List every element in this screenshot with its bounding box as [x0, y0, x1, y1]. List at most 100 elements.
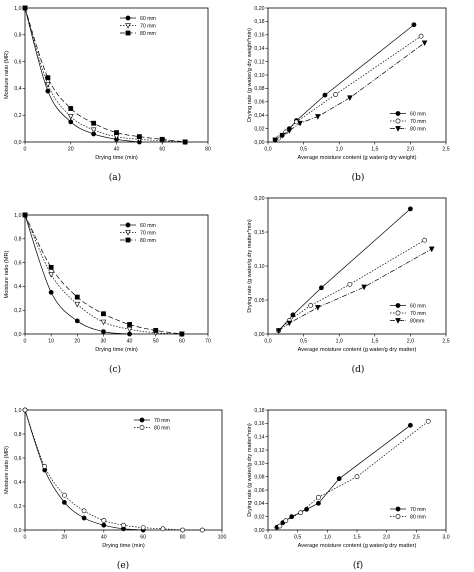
- data-point: [418, 33, 424, 39]
- data-point: [62, 499, 67, 505]
- data-point: [318, 285, 324, 291]
- x-tick-label: 0: [24, 535, 27, 541]
- y-tick-label: 0,20: [254, 6, 264, 12]
- data-point: [298, 510, 304, 516]
- y-tick-label: 0,18: [254, 19, 264, 25]
- y-tick-label: 0,8: [14, 237, 21, 243]
- y-tick-label: 0,4: [14, 86, 21, 92]
- x-tick-label: 70: [205, 339, 211, 345]
- legend-label: 80 mm: [140, 31, 156, 37]
- x-tick-label: 100: [218, 535, 227, 541]
- y-tick-label: 0,10: [254, 73, 264, 79]
- data-point: [159, 136, 165, 142]
- x-axis-label: Drying time (min): [102, 543, 145, 549]
- series-70-mm: [274, 422, 413, 530]
- y-tick-label: 1,0: [14, 6, 21, 12]
- data-point: [199, 527, 205, 533]
- x-axis-label: Average moisture content (g water/g dry …: [298, 155, 417, 161]
- y-tick-label: 0,04: [254, 113, 264, 119]
- x-tick-label: 60: [140, 535, 146, 541]
- series-70-mm: [22, 407, 146, 533]
- data-point: [347, 281, 353, 287]
- legend-marker: [395, 514, 401, 519]
- panel-caption: (e): [117, 560, 129, 571]
- data-point: [347, 95, 353, 101]
- y-tick-label: 0,8: [14, 432, 21, 438]
- data-point: [42, 463, 48, 469]
- series-80-mm: [22, 212, 185, 337]
- legend-label: 70 mm: [154, 418, 170, 424]
- x-tick-label: 0,5: [294, 535, 301, 541]
- data-point: [290, 312, 296, 318]
- x-tick-label: 1,5: [353, 535, 360, 541]
- data-point: [62, 492, 67, 498]
- data-point: [126, 326, 133, 333]
- x-tick-label: 60: [179, 339, 185, 345]
- legend-label: 80 mm: [410, 514, 426, 520]
- legend-marker: [395, 126, 401, 132]
- data-point: [289, 514, 295, 520]
- y-tick-label: 0,14: [254, 434, 264, 440]
- data-point: [316, 494, 321, 500]
- x-axis-label: Average moisture content (g water/g dry …: [298, 347, 417, 353]
- series-line: [24, 7, 140, 143]
- y-tick-label: 0,0: [14, 332, 21, 338]
- panel-caption: (a): [109, 172, 121, 183]
- legend-label: 70 mm: [140, 23, 156, 29]
- y-tick-label: 0,16: [254, 33, 264, 39]
- series-60-mm: [22, 212, 132, 337]
- chart-panel-d: 0,0 0,5 1,0 1,5 2,0 2,5 0,00 0,05 0,10 0,15 0,20 Av…: [247, 196, 450, 375]
- data-point: [275, 328, 282, 334]
- x-tick-label: 20: [74, 339, 80, 345]
- y-tick-label: 0,12: [254, 59, 264, 65]
- chart-panel-b: 0,0 0,5 1,0 1,5 2,0 2,5 0,00 0,02 0,04 0,06 0,08 0,…: [247, 6, 450, 183]
- x-tick-label: 0,0: [264, 535, 271, 541]
- data-point: [45, 75, 51, 81]
- data-point: [283, 518, 289, 524]
- y-tick-label: 0,4: [14, 284, 21, 290]
- data-point: [407, 206, 413, 212]
- chart-panel-e: 0 20 40 60 80 100 0,0 0,2 0,4 0,6 0,8 1,0 Drying tim…: [4, 407, 227, 571]
- data-point: [140, 525, 146, 530]
- x-tick-label: 80: [205, 147, 211, 153]
- data-point: [361, 284, 367, 291]
- data-point: [182, 139, 188, 145]
- data-point: [180, 527, 185, 533]
- data-point: [90, 127, 97, 134]
- y-tick-label: 0,08: [254, 86, 264, 92]
- data-point: [22, 5, 28, 11]
- data-point: [121, 522, 126, 528]
- y-axis-label: Moisture ratio (MR): [4, 51, 10, 99]
- y-tick-label: 0,8: [14, 33, 21, 39]
- legend-marker: [125, 230, 131, 236]
- x-tick-label: 30: [101, 339, 107, 345]
- x-tick-label: 60: [159, 147, 165, 153]
- legend-label: 70 mm: [140, 230, 156, 236]
- series-80-mm: [22, 407, 205, 533]
- panel-caption: (c): [109, 364, 121, 375]
- x-axis-label: Drying time (min): [95, 347, 138, 353]
- legend-label: 80mm: [410, 318, 424, 324]
- x-tick-label: 0,5: [300, 147, 307, 153]
- chart-panel-c: 0 10 20 30 40 50 60 70 0,0 0,2 0,4 0,6 0,8 1,0 Drying …: [4, 212, 211, 375]
- data-point: [304, 506, 309, 512]
- data-point: [67, 114, 74, 120]
- series-line: [24, 7, 186, 143]
- series-line: [24, 214, 130, 335]
- y-tick-label: 0,20: [254, 196, 264, 202]
- y-tick-label: 0,02: [254, 126, 264, 132]
- legend-marker: [395, 118, 401, 124]
- series-line: [276, 425, 411, 528]
- data-point: [127, 322, 132, 327]
- data-point: [322, 92, 328, 98]
- legend-label: 80 mm: [140, 238, 156, 244]
- y-tick-label: 0,10: [254, 461, 264, 467]
- series-70-mm: [22, 212, 185, 338]
- data-point: [114, 130, 119, 136]
- legend-label: 70 mm: [410, 507, 426, 513]
- legend-label: 80 mm: [154, 425, 170, 431]
- data-point: [425, 418, 431, 424]
- data-point: [179, 331, 185, 337]
